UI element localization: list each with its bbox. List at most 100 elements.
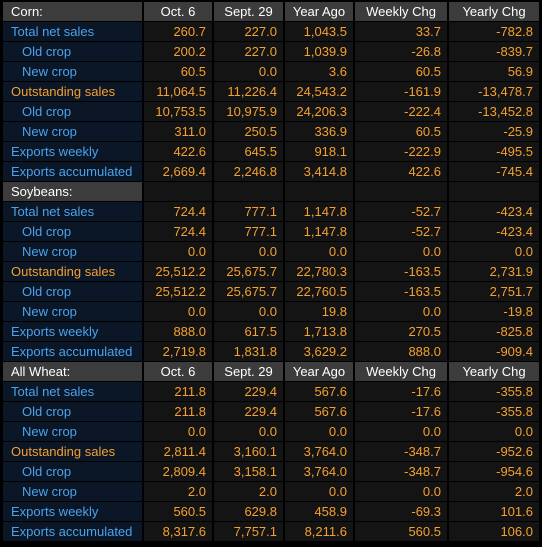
value-cell: 33.7 (355, 22, 447, 41)
value-cell: 567.6 (285, 382, 353, 401)
value-cell: 2,719.8 (144, 342, 212, 361)
value-cell: 25,512.2 (144, 262, 212, 281)
row-label: Exports accumulated (3, 342, 142, 361)
value-cell: 8,211.6 (285, 522, 353, 541)
value-cell: 0.0 (144, 242, 212, 261)
value-cell: -825.8 (449, 322, 539, 341)
value-cell: -69.3 (355, 502, 447, 521)
value-cell: 227.0 (214, 42, 283, 61)
value-cell: -954.6 (449, 462, 539, 481)
value-cell: 2.0 (144, 482, 212, 501)
row-label: Exports weekly (3, 142, 142, 161)
value-cell: 1,831.8 (214, 342, 283, 361)
row-label: New crop (3, 302, 142, 321)
value-cell: 229.4 (214, 402, 283, 421)
row-label: Exports accumulated (3, 522, 142, 541)
value-cell: 3,629.2 (285, 342, 353, 361)
value-cell: -161.9 (355, 82, 447, 101)
value-cell: 1,147.8 (285, 222, 353, 241)
value-cell: 0.0 (449, 242, 539, 261)
value-cell: -222.9 (355, 142, 447, 161)
value-cell: 560.5 (355, 522, 447, 541)
value-cell: 106.0 (449, 522, 539, 541)
row-label: New crop (3, 62, 142, 81)
value-cell: 645.5 (214, 142, 283, 161)
value-cell: 0.0 (144, 422, 212, 441)
value-cell: 888.0 (355, 342, 447, 361)
column-header: Yearly Chg (449, 362, 539, 381)
column-header: Oct. 6 (144, 2, 212, 21)
value-cell: 458.9 (285, 502, 353, 521)
value-cell: 200.2 (144, 42, 212, 61)
value-cell: -52.7 (355, 222, 447, 241)
row-label: Total net sales (3, 202, 142, 221)
value-cell: 0.0 (214, 62, 283, 81)
value-cell: 422.6 (355, 162, 447, 181)
row-label: Old crop (3, 42, 142, 61)
value-cell: 25,675.7 (214, 262, 283, 281)
value-cell: -355.8 (449, 402, 539, 421)
sales-table: Corn: Oct. 6 Sept. 29 Year Ago Weekly Chg Yea… (3, 2, 539, 541)
row-label: Outstanding sales (3, 442, 142, 461)
value-cell: 11,064.5 (144, 82, 212, 101)
row-label: Exports accumulated (3, 162, 142, 181)
value-cell: 11,226.4 (214, 82, 283, 101)
value-cell: 24,206.3 (285, 102, 353, 121)
row-label: New crop (3, 122, 142, 141)
value-cell: 25,675.7 (214, 282, 283, 301)
value-cell: 422.6 (144, 142, 212, 161)
value-cell: 0.0 (285, 482, 353, 501)
empty-cell (144, 182, 212, 201)
value-cell: 1,147.8 (285, 202, 353, 221)
value-cell: -782.8 (449, 22, 539, 41)
row-label: Old crop (3, 282, 142, 301)
column-header: Sept. 29 (214, 2, 283, 21)
value-cell: 260.7 (144, 22, 212, 41)
row-label: Exports weekly (3, 502, 142, 521)
value-cell: 724.4 (144, 202, 212, 221)
value-cell: 1,713.8 (285, 322, 353, 341)
value-cell: 60.5 (144, 62, 212, 81)
column-header: Weekly Chg (355, 2, 447, 21)
row-label: Total net sales (3, 22, 142, 41)
value-cell: 0.0 (355, 242, 447, 261)
section-title: Soybeans: (3, 182, 142, 201)
value-cell: -222.4 (355, 102, 447, 121)
value-cell: 918.1 (285, 142, 353, 161)
value-cell: 0.0 (355, 482, 447, 501)
row-label: Total net sales (3, 382, 142, 401)
column-header: Sept. 29 (214, 362, 283, 381)
value-cell: 1,039.9 (285, 42, 353, 61)
value-cell: -17.6 (355, 402, 447, 421)
value-cell: 10,753.5 (144, 102, 212, 121)
value-cell: -745.4 (449, 162, 539, 181)
value-cell: 0.0 (214, 422, 283, 441)
value-cell: 2,669.4 (144, 162, 212, 181)
value-cell: 567.6 (285, 402, 353, 421)
value-cell: -25.9 (449, 122, 539, 141)
value-cell: 0.0 (214, 302, 283, 321)
value-cell: 211.8 (144, 382, 212, 401)
value-cell: 2,809.4 (144, 462, 212, 481)
value-cell: -19.8 (449, 302, 539, 321)
value-cell: 229.4 (214, 382, 283, 401)
value-cell: 0.0 (355, 422, 447, 441)
empty-cell (214, 182, 283, 201)
row-label: New crop (3, 482, 142, 501)
value-cell: -423.4 (449, 222, 539, 241)
value-cell: 2.0 (449, 482, 539, 501)
value-cell: 211.8 (144, 402, 212, 421)
column-header: Year Ago (285, 2, 353, 21)
value-cell: -17.6 (355, 382, 447, 401)
value-cell: 22,760.5 (285, 282, 353, 301)
value-cell: 25,512.2 (144, 282, 212, 301)
value-cell: -163.5 (355, 262, 447, 281)
value-cell: 888.0 (144, 322, 212, 341)
value-cell: 1,043.5 (285, 22, 353, 41)
value-cell: -423.4 (449, 202, 539, 221)
value-cell: 56.9 (449, 62, 539, 81)
value-cell: 0.0 (144, 302, 212, 321)
value-cell: 3,764.0 (285, 442, 353, 461)
row-label: Old crop (3, 462, 142, 481)
value-cell: 777.1 (214, 202, 283, 221)
